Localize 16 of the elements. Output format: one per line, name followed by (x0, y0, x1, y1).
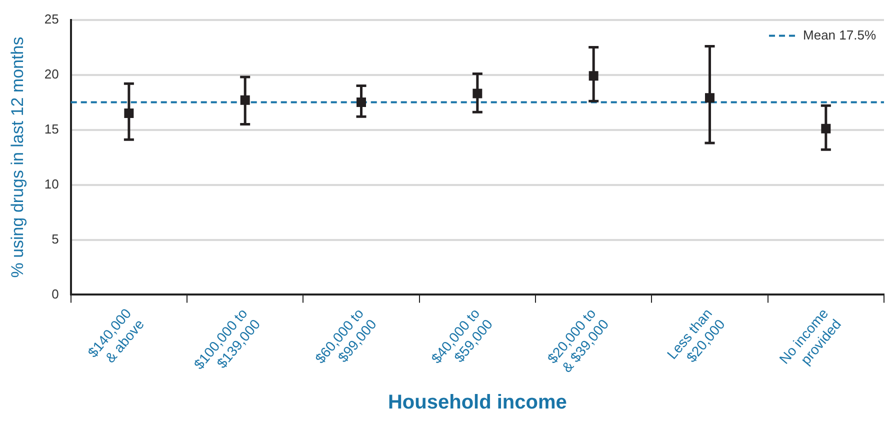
point (472, 88, 482, 98)
point (821, 124, 831, 134)
point (356, 98, 366, 108)
y-tick-label: 0 (52, 286, 59, 302)
y-tick-label: 15 (44, 121, 59, 136)
point (705, 93, 714, 103)
point (240, 95, 250, 105)
x-axis-title: Household income (388, 392, 567, 414)
point (124, 108, 134, 118)
point (588, 71, 598, 81)
y-tick-label: 5 (52, 231, 59, 246)
legend-label: Mean 17.5% (803, 27, 876, 42)
y-tick-label: 25 (44, 11, 59, 26)
y-tick-label: 20 (44, 66, 59, 82)
y-tick-label: 10 (44, 176, 59, 192)
y-axis-title: % using drugs in last 12 months (8, 36, 27, 278)
